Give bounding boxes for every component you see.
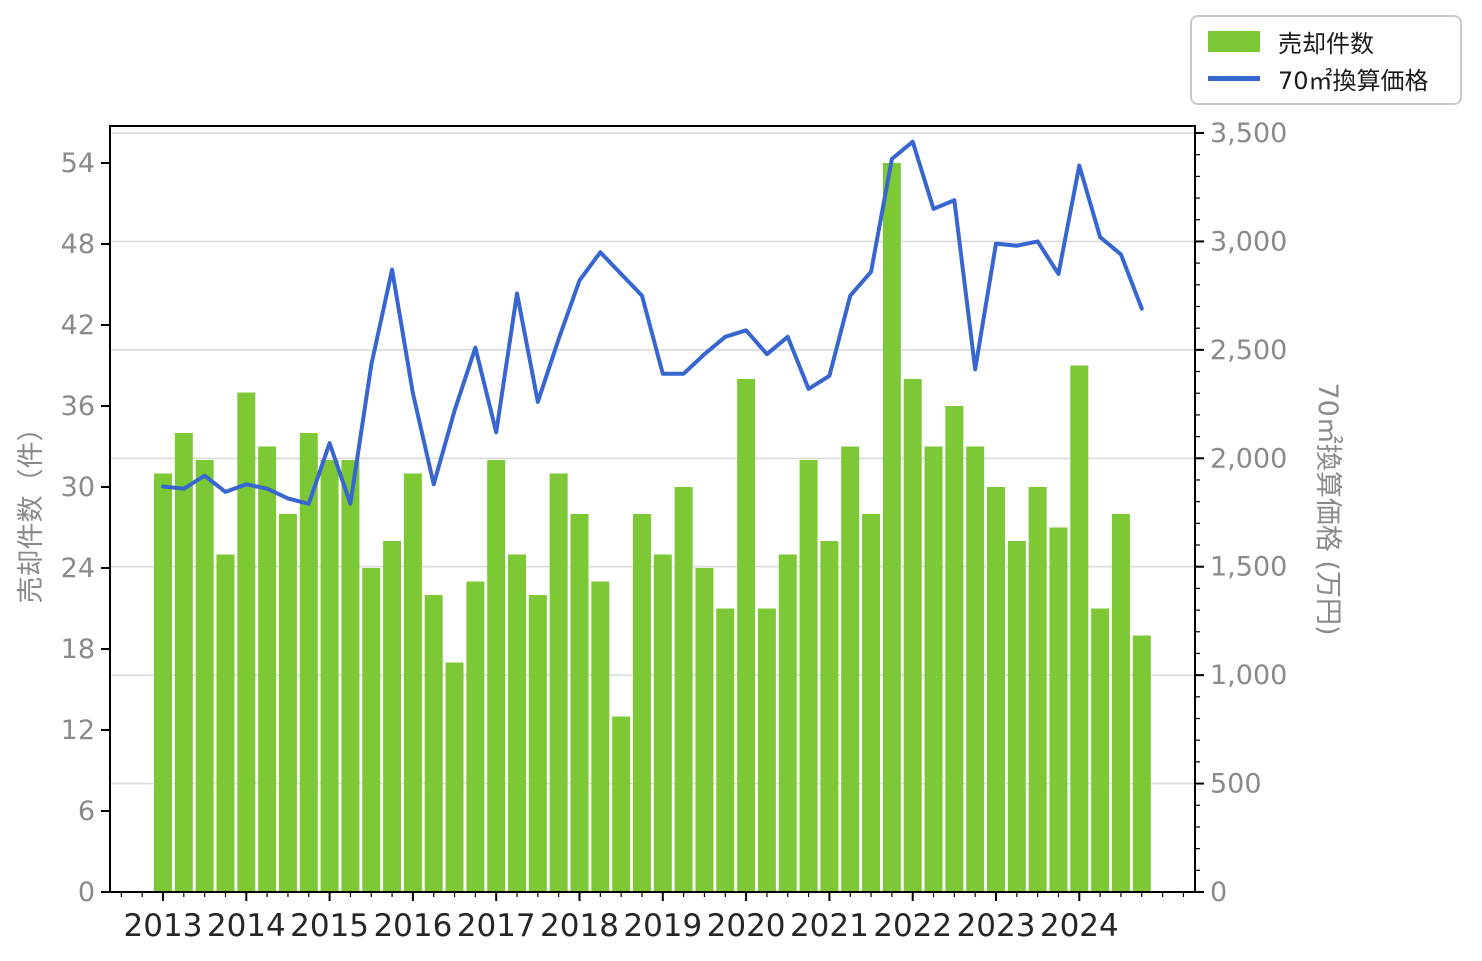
bar-2015Q3 <box>362 568 381 892</box>
x-tick-label: 2019 <box>623 908 702 944</box>
left-tick-label: 24 <box>61 553 95 584</box>
bar-2017Q4 <box>549 473 568 892</box>
bar-2014Q1 <box>237 392 256 892</box>
bar-2023Q3 <box>1028 487 1047 892</box>
bar-2013Q3 <box>195 460 214 892</box>
bar-2022Q3 <box>945 406 964 892</box>
bar-2021Q1 <box>820 541 839 892</box>
bar-2022Q4 <box>966 446 985 892</box>
bar-2020Q4 <box>799 460 818 892</box>
bar-2021Q2 <box>841 446 860 892</box>
legend: 売却件数 70㎡換算価格 <box>1190 15 1462 105</box>
bar-2015Q2 <box>341 460 360 892</box>
bar-2020Q3 <box>778 554 797 892</box>
bar-2023Q1 <box>987 487 1005 892</box>
bar-2017Q3 <box>528 595 547 892</box>
legend-item-price: 70㎡換算価格 <box>1192 62 1460 96</box>
bar-2018Q4 <box>632 514 651 892</box>
x-tick-label: 2015 <box>290 908 369 944</box>
right-tick-label: 2,000 <box>1210 443 1287 474</box>
bar-2018Q3 <box>612 716 631 892</box>
left-tick-label: 12 <box>61 715 95 746</box>
bar-2013Q4 <box>216 554 235 892</box>
left-tick-label: 42 <box>61 310 95 341</box>
right-tick-label: 1,000 <box>1210 660 1287 691</box>
bar-2017Q1 <box>487 460 506 892</box>
bar-2017Q2 <box>508 554 527 892</box>
bar-2019Q4 <box>716 608 735 892</box>
right-tick-label: 1,500 <box>1210 552 1287 583</box>
left-tick-label: 48 <box>61 229 95 260</box>
bar-2014Q3 <box>278 514 297 892</box>
bar-2024Q1 <box>1070 365 1089 892</box>
x-tick-label: 2018 <box>540 908 619 944</box>
left-tick-label: 0 <box>78 877 95 908</box>
bar-2024Q4 <box>1132 635 1151 892</box>
bar-2020Q1 <box>737 379 756 892</box>
right-tick-label: 3,500 <box>1210 118 1287 149</box>
bar-2016Q2 <box>424 595 443 892</box>
bar-2018Q2 <box>591 581 610 892</box>
bar-2014Q4 <box>299 433 318 892</box>
bar-2022Q1 <box>903 379 922 892</box>
right-tick-label: 500 <box>1210 769 1262 800</box>
x-tick-label: 2020 <box>707 908 786 944</box>
bar-2024Q3 <box>1111 514 1130 892</box>
bar-2023Q4 <box>1049 527 1068 892</box>
bar-2022Q2 <box>924 446 943 892</box>
x-tick-label: 2014 <box>207 908 286 944</box>
bar-swatch-icon <box>1208 30 1260 52</box>
bar-2020Q2 <box>757 608 776 892</box>
x-tick-label: 2024 <box>1040 908 1119 944</box>
legend-label-price: 70㎡換算価格 <box>1278 67 1429 96</box>
x-tick-label: 2023 <box>957 908 1036 944</box>
x-tick-label: 2022 <box>873 908 952 944</box>
left-tick-label: 30 <box>61 472 95 503</box>
bar-2013Q2 <box>174 433 193 892</box>
left-tick-label: 54 <box>61 148 95 179</box>
legend-label-sales: 売却件数 <box>1278 29 1374 58</box>
x-tick-label: 2016 <box>373 908 452 944</box>
bar-2019Q1 <box>653 554 672 892</box>
bar-2019Q3 <box>695 568 714 892</box>
bar-2016Q1 <box>403 473 422 892</box>
x-tick-label: 2013 <box>124 908 203 944</box>
bar-2013Q1 <box>154 473 172 892</box>
bar-2024Q2 <box>1091 608 1110 892</box>
left-tick-label: 18 <box>61 634 95 665</box>
legend-item-sales: 売却件数 <box>1192 24 1460 58</box>
x-tick-label: 2021 <box>790 908 869 944</box>
bar-2021Q4 <box>882 163 901 892</box>
plot-frame <box>109 125 1196 893</box>
line-swatch-icon <box>1208 76 1260 82</box>
bar-2015Q4 <box>383 541 402 892</box>
bar-2015Q1 <box>320 460 339 892</box>
bar-2021Q3 <box>862 514 881 892</box>
bar-2016Q4 <box>466 581 485 892</box>
bar-2018Q1 <box>570 514 589 892</box>
bar-2019Q2 <box>674 487 693 892</box>
left-tick-label: 6 <box>78 796 95 827</box>
right-tick-label: 2,500 <box>1210 335 1287 366</box>
right-tick-label: 3,000 <box>1210 226 1287 257</box>
x-tick-label: 2017 <box>457 908 536 944</box>
right-tick-label: 0 <box>1210 877 1227 908</box>
price-line <box>161 139 1144 506</box>
bar-2016Q3 <box>445 662 464 892</box>
left-tick-label: 36 <box>61 391 95 422</box>
bar-2014Q2 <box>258 446 277 892</box>
bar-2023Q2 <box>1007 541 1026 892</box>
